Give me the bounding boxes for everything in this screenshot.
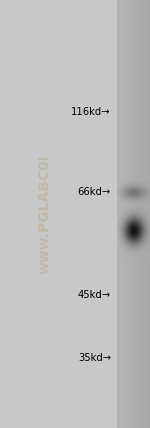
Text: 66kd→: 66kd→ [78,187,111,197]
Text: 116kd→: 116kd→ [71,107,111,117]
Text: www.PGLABC0l: www.PGLABC0l [38,155,52,273]
Text: 35kd→: 35kd→ [78,353,111,363]
Text: 45kd→: 45kd→ [78,290,111,300]
